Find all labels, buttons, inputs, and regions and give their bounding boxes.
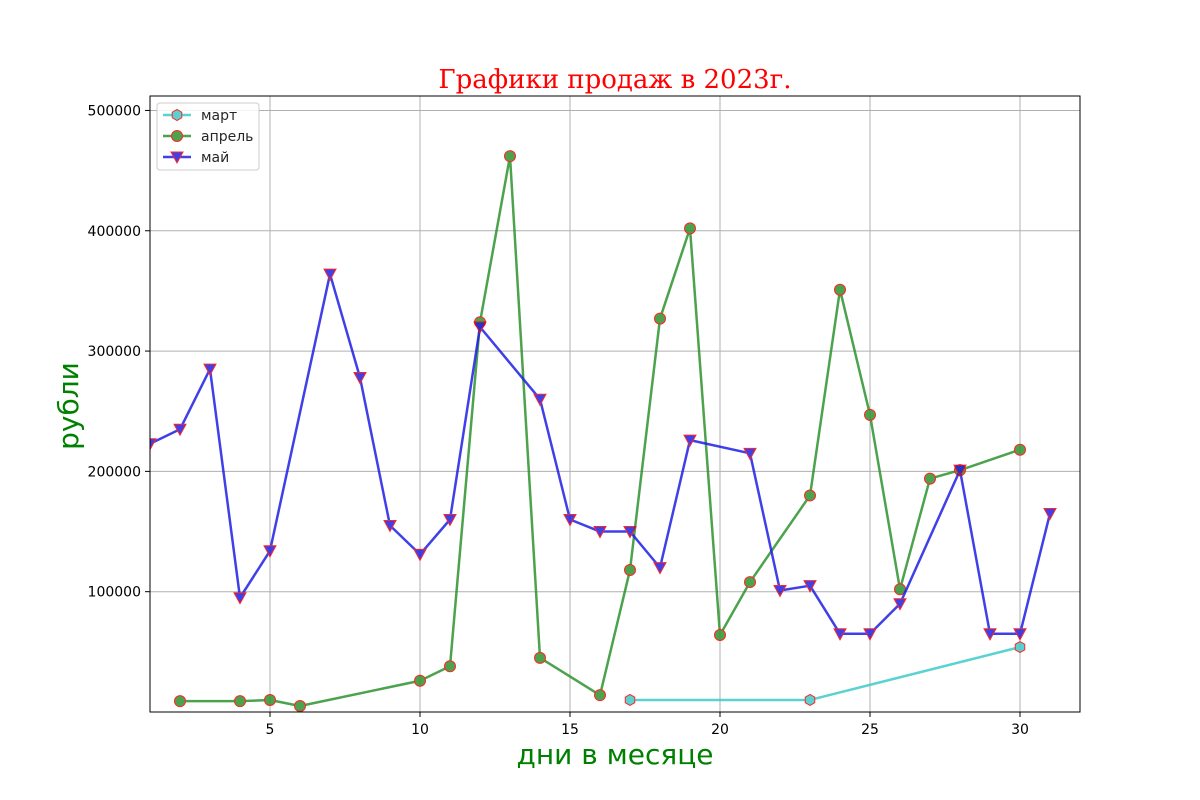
- data-point: [533, 393, 547, 407]
- data-point: [174, 695, 186, 708]
- data-point: [624, 693, 636, 707]
- data-point: [653, 562, 667, 575]
- y-tick-label: 500000: [88, 103, 141, 119]
- data-point: [744, 576, 756, 589]
- data-point: [714, 629, 726, 641]
- data-point: [444, 660, 456, 673]
- grid-lines: [150, 96, 1080, 712]
- x-tick-label: 15: [561, 722, 579, 738]
- data-point: [263, 545, 277, 558]
- data-point: [413, 548, 427, 562]
- data-point: [443, 514, 457, 527]
- data-point: [383, 520, 397, 533]
- data-point: [264, 693, 276, 706]
- data-point: [594, 689, 606, 702]
- data-point: [803, 580, 817, 593]
- y-tick-label: 100000: [88, 585, 141, 601]
- data-point: [1014, 443, 1026, 456]
- plot-series: [150, 150, 1057, 712]
- x-axis-ticks: 5 10 15 20 25 30: [266, 712, 1029, 738]
- data-point: [593, 526, 607, 539]
- y-axis-label: рубли: [52, 362, 85, 450]
- legend-item: апрель: [163, 129, 253, 145]
- data-point: [863, 628, 877, 641]
- data-point: [1013, 628, 1027, 641]
- data-point: [864, 408, 876, 421]
- data-point: [804, 693, 816, 707]
- series-3: [150, 268, 1057, 641]
- data-point: [504, 150, 516, 163]
- legend: март апрель май: [156, 102, 260, 171]
- data-point: [924, 472, 936, 485]
- series-line: [150, 272, 1052, 636]
- legend-item: май: [163, 150, 229, 166]
- data-point: [233, 592, 247, 605]
- legend-label: апрель: [201, 129, 253, 145]
- data-point: [683, 434, 697, 448]
- data-point: [234, 695, 246, 708]
- data-point: [834, 283, 846, 296]
- data-point: [773, 584, 787, 598]
- data-point: [624, 564, 636, 577]
- y-tick-label: 200000: [88, 464, 141, 480]
- chart-title: Графики продаж в 2023г.: [438, 65, 791, 95]
- data-point: [414, 674, 426, 687]
- data-point: [804, 489, 816, 502]
- data-point: [203, 363, 217, 377]
- data-point: [353, 372, 367, 385]
- data-point: [294, 699, 306, 712]
- data-point: [534, 651, 546, 664]
- data-point: [173, 423, 187, 437]
- series-line: [180, 154, 1021, 708]
- x-axis-label: дни в месяце: [516, 738, 713, 771]
- x-tick-label: 10: [411, 722, 429, 738]
- y-tick-label: 300000: [88, 344, 141, 360]
- series-line: [630, 645, 1021, 702]
- x-tick-label: 5: [266, 722, 275, 738]
- data-point: [1043, 507, 1057, 521]
- series-2: [174, 150, 1026, 712]
- legend-marker: [171, 130, 183, 142]
- data-point: [654, 312, 666, 325]
- data-point: [150, 438, 157, 451]
- legend-item: март: [163, 108, 237, 124]
- legend-label: март: [201, 108, 237, 124]
- y-tick-label: 400000: [88, 224, 141, 240]
- data-point: [983, 628, 997, 641]
- data-point: [893, 598, 907, 611]
- legend-marker: [171, 108, 183, 122]
- legend-marker: [170, 151, 184, 165]
- series-1: [624, 640, 1026, 707]
- data-point: [953, 464, 967, 478]
- data-point: [1014, 640, 1026, 654]
- data-point: [623, 526, 637, 539]
- y-axis-ticks: 100000 200000 300000 400000 500000: [88, 103, 150, 601]
- data-point: [743, 447, 757, 461]
- x-tick-label: 30: [1011, 722, 1029, 738]
- data-point: [473, 321, 487, 335]
- data-point: [833, 628, 847, 641]
- plot-frame: [149, 95, 1081, 713]
- x-tick-label: 25: [861, 722, 879, 738]
- legend-label: май: [201, 150, 229, 166]
- data-point: [563, 514, 577, 527]
- data-point: [323, 268, 337, 282]
- x-tick-label: 20: [711, 722, 729, 738]
- data-point: [684, 222, 696, 235]
